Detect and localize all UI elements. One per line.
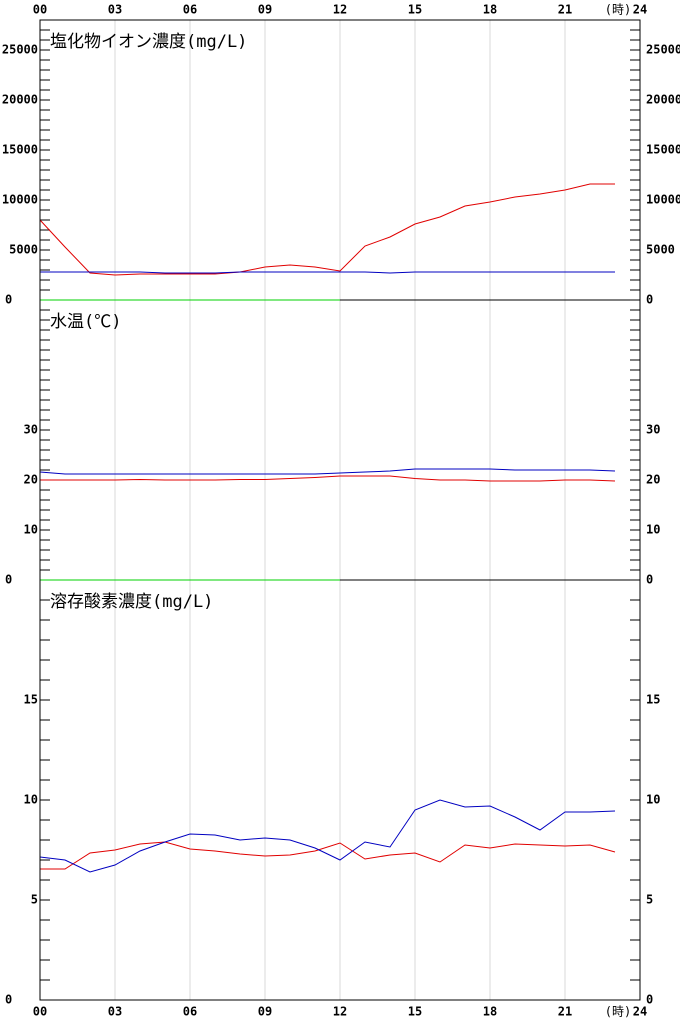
x-tick-label: 24 <box>633 3 647 17</box>
x-tick-label: 15 <box>408 3 422 17</box>
y-tick-label: 0 <box>646 293 653 307</box>
x-tick-label: 09 <box>258 3 272 17</box>
y-tick-label: 0 <box>5 293 12 307</box>
x-tick-label: 18 <box>483 3 497 17</box>
y-tick-label: 5000 <box>646 243 675 257</box>
y-tick-label: 20000 <box>646 93 680 107</box>
y-tick-label: 0 <box>5 993 12 1007</box>
y-tick-label: 25000 <box>646 43 680 57</box>
series-line <box>39 799 616 873</box>
x-axis-label: (時) <box>605 1005 631 1019</box>
y-tick-label: 30 <box>646 423 660 437</box>
y-tick-label: 10000 <box>2 193 38 207</box>
y-tick-label: 15000 <box>646 143 680 157</box>
y-tick-label: 5000 <box>9 243 38 257</box>
series-line <box>40 475 616 482</box>
y-tick-label: 25000 <box>2 43 38 57</box>
x-tick-label: 12 <box>333 3 347 17</box>
x-tick-label: 15 <box>408 1005 422 1019</box>
y-tick-label: 30 <box>24 423 38 437</box>
series-line <box>40 841 616 870</box>
x-tick-label: 03 <box>108 1005 122 1019</box>
x-tick-label: 00 <box>33 3 47 17</box>
y-tick-label: 15 <box>646 693 660 707</box>
y-tick-label: 5 <box>31 893 38 907</box>
y-tick-label: 0 <box>646 993 653 1007</box>
x-tick-label: 06 <box>183 3 197 17</box>
x-axis-label: (時) <box>605 3 631 17</box>
series-line <box>39 183 615 276</box>
x-tick-label: 00 <box>33 1005 47 1019</box>
series-line <box>39 468 616 475</box>
chart-title: 塩化物イオン濃度(mg/L) <box>50 32 247 52</box>
x-tick-label: 03 <box>108 3 122 17</box>
x-tick-label: 09 <box>258 1005 272 1019</box>
y-tick-label: 20 <box>646 473 660 487</box>
y-tick-label: 20000 <box>2 93 38 107</box>
x-tick-label: 21 <box>558 1005 572 1019</box>
y-tick-label: 10000 <box>646 193 680 207</box>
y-tick-label: 20 <box>24 473 38 487</box>
x-tick-label: 18 <box>483 1005 497 1019</box>
y-tick-label: 10 <box>24 523 38 537</box>
y-tick-label: 5 <box>646 893 653 907</box>
series-line <box>40 271 615 274</box>
y-tick-label: 10 <box>24 793 38 807</box>
chart-title: 水温(℃) <box>50 312 121 332</box>
chart-title: 溶存酸素濃度(mg/L) <box>50 592 213 612</box>
y-tick-label: 15000 <box>2 143 38 157</box>
y-tick-label: 15 <box>24 693 38 707</box>
plot-frame <box>39 19 641 1001</box>
x-tick-label: 21 <box>558 3 572 17</box>
y-tick-label: 10 <box>646 793 660 807</box>
x-tick-label: 12 <box>333 1005 347 1019</box>
x-tick-label: 24 <box>633 1005 647 1019</box>
y-tick-label: 0 <box>646 573 653 587</box>
y-tick-label: 0 <box>5 573 12 587</box>
x-tick-label: 06 <box>183 1005 197 1019</box>
y-tick-label: 10 <box>646 523 660 537</box>
